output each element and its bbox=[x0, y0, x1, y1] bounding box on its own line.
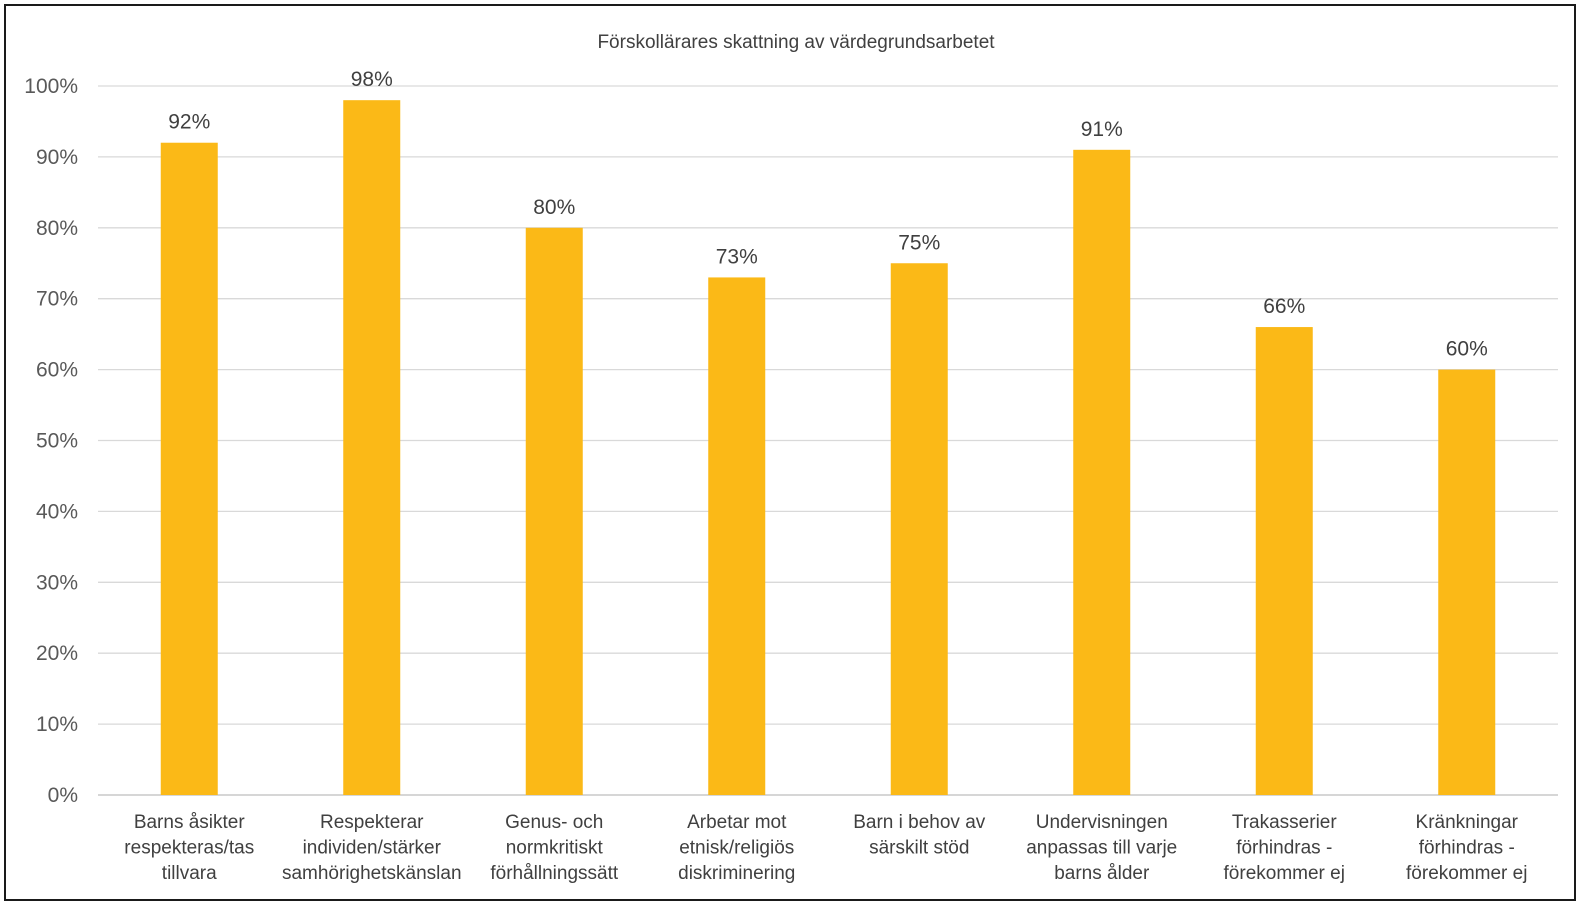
bar bbox=[160, 142, 218, 796]
chart-title: Förskollärares skattning av värdegrundsa… bbox=[597, 32, 995, 53]
data-label: 66% bbox=[1263, 295, 1305, 318]
data-label: 98% bbox=[351, 68, 393, 91]
data-label: 73% bbox=[716, 245, 758, 268]
x-tick-label-line: respekteras/tas bbox=[124, 838, 254, 859]
bar bbox=[525, 227, 583, 796]
x-tick-label-line: förhållningssätt bbox=[490, 863, 619, 884]
x-tick-label-line: särskilt stöd bbox=[869, 838, 969, 859]
bar bbox=[1073, 149, 1131, 795]
x-tick-label-line: Respekterar bbox=[320, 812, 424, 833]
bars bbox=[160, 100, 1496, 796]
x-tick-label-line: förhindras - bbox=[1419, 838, 1515, 859]
data-label: 80% bbox=[533, 196, 575, 219]
x-tick-label: Trakasserier förhindras - förekommer ej bbox=[1224, 812, 1345, 884]
x-tick-label-line: Barn i behov av bbox=[853, 812, 986, 833]
x-tick-label-line: Barns åsikter bbox=[134, 812, 246, 833]
x-tick-label-line: barns ålder bbox=[1054, 863, 1150, 884]
x-tick-label: Undervisningen anpassas till varje barns å… bbox=[1026, 812, 1177, 884]
x-tick-label-line: Genus- och bbox=[505, 812, 603, 833]
data-label: 60% bbox=[1446, 338, 1488, 361]
x-tick-label: Kränkningar förhindras - förekommer ej bbox=[1406, 812, 1527, 884]
bar bbox=[890, 263, 948, 795]
bar bbox=[1255, 327, 1313, 795]
y-tick-label: 60% bbox=[36, 359, 78, 382]
x-tick-label-line: individen/stärker bbox=[303, 838, 442, 859]
data-label: 92% bbox=[168, 111, 210, 134]
x-tick-label-line: tillvara bbox=[162, 863, 217, 884]
x-tick-label-line: förekommer ej bbox=[1224, 863, 1345, 884]
x-tick-label: Arbetar mot etnisk/religiös diskriminering bbox=[678, 812, 795, 884]
y-axis-ticks: 0% 10% 20% 30% 40% 50% 60% 70% 80% 90% 100% bbox=[24, 75, 78, 807]
x-tick-label-line: förekommer ej bbox=[1406, 863, 1527, 884]
y-tick-label: 10% bbox=[36, 713, 78, 736]
y-tick-label: 20% bbox=[36, 642, 78, 665]
gridlines bbox=[98, 85, 1558, 796]
y-tick-label: 90% bbox=[36, 146, 78, 169]
y-tick-label: 70% bbox=[36, 288, 78, 311]
y-tick-label: 30% bbox=[36, 571, 78, 594]
y-tick-label: 50% bbox=[36, 430, 78, 453]
bar bbox=[708, 277, 766, 795]
y-tick-label: 80% bbox=[36, 217, 78, 240]
bar-chart: Förskollärares skattning av värdegrundsa… bbox=[24, 32, 1558, 884]
bar bbox=[343, 100, 401, 796]
x-tick-label: Barn i behov av särskilt stöd bbox=[853, 812, 986, 859]
x-tick-label-line: normkritiskt bbox=[506, 838, 604, 859]
x-tick-label-line: samhörighetskänslan bbox=[282, 863, 462, 884]
data-label: 91% bbox=[1081, 118, 1123, 141]
x-tick-label-line: förhindras - bbox=[1236, 838, 1332, 859]
x-tick-label-line: Undervisningen bbox=[1036, 812, 1168, 833]
data-labels: 92% 98% 80% 73% 75% 91% 66% 60% bbox=[168, 68, 1488, 360]
x-tick-label-line: Arbetar mot bbox=[687, 812, 787, 833]
x-tick-label-line: anpassas till varje bbox=[1026, 838, 1177, 859]
x-tick-label-line: diskriminering bbox=[678, 863, 795, 884]
x-tick-label-line: Kränkningar bbox=[1416, 812, 1519, 833]
x-tick-label: Respekterar individen/stärker samhörighets… bbox=[282, 812, 462, 884]
x-axis-labels: Barns åsikter respekteras/tas tillvara Resp… bbox=[124, 812, 1527, 884]
y-tick-label: 100% bbox=[24, 75, 78, 98]
x-tick-label: Genus- och normkritiskt förhållningssätt bbox=[490, 812, 619, 884]
x-tick-label-line: Trakasserier bbox=[1232, 812, 1338, 833]
x-tick-label-line: etnisk/religiös bbox=[679, 838, 794, 859]
y-tick-label: 40% bbox=[36, 500, 78, 523]
data-label: 75% bbox=[898, 231, 940, 254]
x-tick-label: Barns åsikter respekteras/tas tillvara bbox=[124, 812, 254, 884]
y-tick-label: 0% bbox=[48, 784, 78, 807]
chart-frame: Förskollärares skattning av värdegrundsa… bbox=[4, 4, 1576, 901]
bar bbox=[1438, 369, 1496, 795]
